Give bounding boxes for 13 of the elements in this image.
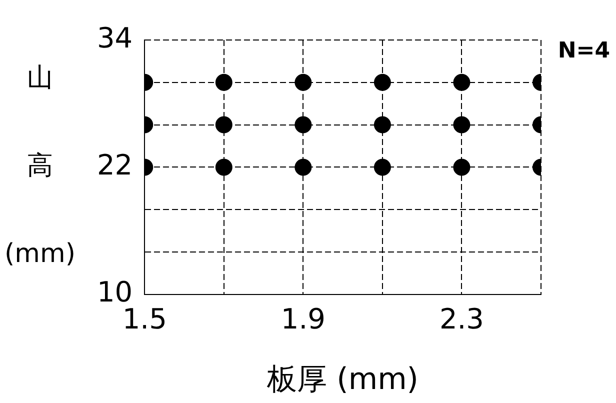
text: 山高(mm) <box>4 62 76 269</box>
point <box>294 158 312 176</box>
point <box>374 116 391 134</box>
x-axis-title: 板厚 (mm) <box>266 362 419 397</box>
point <box>294 116 312 134</box>
y-tick-label: 22 <box>96 148 133 182</box>
point <box>374 158 391 176</box>
point <box>294 74 312 91</box>
text: N=4 <box>558 38 610 64</box>
y-tick-label: 34 <box>96 21 133 54</box>
x-tick-label: 1.9 <box>280 302 326 336</box>
point <box>374 74 391 91</box>
x-tick-label: 2.3 <box>439 302 484 336</box>
